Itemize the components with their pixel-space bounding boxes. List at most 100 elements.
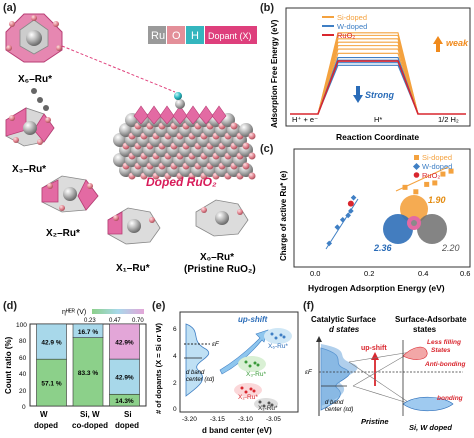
structure-x1 <box>107 207 161 245</box>
legend-b: Si-doped W-doped RuO₂ <box>322 13 367 40</box>
inset-value-w: 2.36 <box>373 243 393 253</box>
bar-segment-label: 42.9% <box>115 375 134 382</box>
structure-x3 <box>5 107 55 147</box>
header-states: states <box>413 325 437 334</box>
o-atom <box>230 122 238 130</box>
label-bonding: bonding <box>437 395 463 402</box>
point-si <box>413 189 419 195</box>
point-si <box>424 181 430 187</box>
xcat-d-2a: Si <box>124 410 132 419</box>
ellipsis-dot <box>37 97 43 103</box>
o-atom <box>248 132 256 140</box>
active-ru-atom <box>175 99 185 109</box>
xlabel-b: Reaction Coordinate <box>336 132 419 142</box>
xtick-b-1: H* <box>374 115 382 124</box>
ytick-e-1: 2 <box>173 380 177 387</box>
panel-e-chart: εF d band center (εd) up-shift X₆-Ru* X₃… <box>154 311 299 435</box>
colorbar <box>92 309 144 314</box>
label-doped-ruo2: Doped RuO₂ <box>146 175 217 189</box>
label-anti-bonding: Anti-bonding <box>424 361 465 368</box>
cluster-x3 <box>238 356 266 372</box>
bar-segment <box>109 323 140 360</box>
cluster-x2 <box>234 383 262 397</box>
structure-x2 <box>41 175 99 213</box>
panel-c-chart: Si-doped W-doped RuO₂ 1.90 2.36 2.20 Cha… <box>279 148 471 293</box>
energy-series-line <box>290 62 466 115</box>
weak-arrow <box>433 36 443 52</box>
ytick-d-2: 40 <box>19 371 27 378</box>
panel-d-chart: ηᴴᴱᴿ (V) 0.23 0.47 0.70 57.1 % 42.9 % 83.3… <box>4 309 147 430</box>
connector <box>348 361 412 405</box>
xtick-b-2: 1/2 H₂ <box>438 115 459 124</box>
label-dband-f: d band <box>325 400 344 406</box>
colorbar-tick-1: 0.47 <box>109 318 121 324</box>
colorbar-label: ηᴴᴱᴿ (V) <box>62 309 86 316</box>
bar-segment <box>109 358 140 395</box>
ylabel-e: # of dopants (X = Si or W) <box>154 322 163 414</box>
point-si <box>448 168 454 174</box>
legend-b-si: Si-doped <box>337 13 367 22</box>
ylabel-b: Adsorption Free Energy (eV) <box>270 19 279 128</box>
point-si <box>432 180 438 186</box>
h-atom <box>174 92 182 100</box>
panel-label-a: (a) <box>3 2 17 14</box>
o-atom <box>248 152 256 160</box>
cluster-point <box>258 400 262 404</box>
energy-series-line <box>290 45 466 115</box>
legend-c: Si-doped W-doped RuO₂ <box>412 153 452 180</box>
charge-inset <box>383 195 447 244</box>
label-upshift-e: up-shift <box>238 315 268 324</box>
xtick-e-0: -3.20 <box>182 416 197 423</box>
ytick-e-0: 0 <box>173 406 177 413</box>
xcat-d-0b: doped <box>34 421 58 430</box>
cluster-point <box>253 361 257 365</box>
dos-sketch <box>185 323 210 397</box>
xlabel-e: d band center (eV) <box>202 426 272 435</box>
ru-atom <box>239 123 253 137</box>
legend-b-ruo2: RuO₂ <box>337 31 355 40</box>
bar-segment-label: 83.3 % <box>78 370 98 377</box>
plot-frame <box>285 7 471 127</box>
label-x0: X₀–Ru* <box>200 252 234 263</box>
legend-o-box <box>167 26 185 44</box>
fit-line-w <box>325 198 359 250</box>
cluster-point <box>244 360 248 364</box>
label-dband-f2: center (εd) <box>325 407 353 413</box>
energy-series-line <box>290 59 466 115</box>
panel-f-diagram: Catalytic Surface d states Surface-Adsor… <box>305 315 467 432</box>
bar-segment-label: 16.7 % <box>78 329 98 336</box>
xlabel-c: Hydrogen Adsorption Energy (eV) <box>308 283 445 293</box>
xtick-c-3: 0.6 <box>460 269 470 278</box>
cluster-point <box>282 335 286 339</box>
panel-label-c: (c) <box>260 143 274 155</box>
label-pristine-f: Pristine <box>361 417 389 426</box>
cluster-point <box>270 403 274 407</box>
label-x6: X₆–Ru* <box>18 74 52 85</box>
cluster-point <box>270 332 274 336</box>
ytick-d-4: 80 <box>19 338 27 345</box>
ellipsis-dot <box>31 88 37 94</box>
point-w <box>348 208 354 214</box>
dopant-octahedron <box>211 105 227 125</box>
point-si <box>402 184 408 190</box>
xtick-c-2: 0.4 <box>418 269 428 278</box>
label-x2: X₂–Ru* <box>46 228 80 239</box>
cluster-point <box>240 386 244 390</box>
label-less-filling-2: States <box>431 347 451 354</box>
panel-b-chart: Si-doped W-doped RuO₂ weak Strong Adsorp… <box>270 7 471 142</box>
label-x1: X₁–Ru* <box>116 263 150 274</box>
bonding-state <box>402 396 454 412</box>
xtick-b-0: H⁺ + e⁻ <box>292 115 318 124</box>
ytick-d-0: 0 <box>22 404 26 411</box>
energy-axis-arrowhead <box>316 336 322 342</box>
ytick-e-3: 6 <box>173 326 177 333</box>
label-less-filling: Less filling <box>427 339 461 346</box>
label-dband-e: d band <box>186 370 205 376</box>
energy-series-line <box>290 57 466 115</box>
bar-segment-label: 14.3% <box>115 398 134 405</box>
header-surface-ads: Surface-Adsorbate <box>395 315 467 324</box>
bar-segment-label: 42.9 % <box>41 340 61 347</box>
o-atom <box>242 162 250 170</box>
o-atom <box>242 142 250 150</box>
cluster-point <box>256 363 260 367</box>
